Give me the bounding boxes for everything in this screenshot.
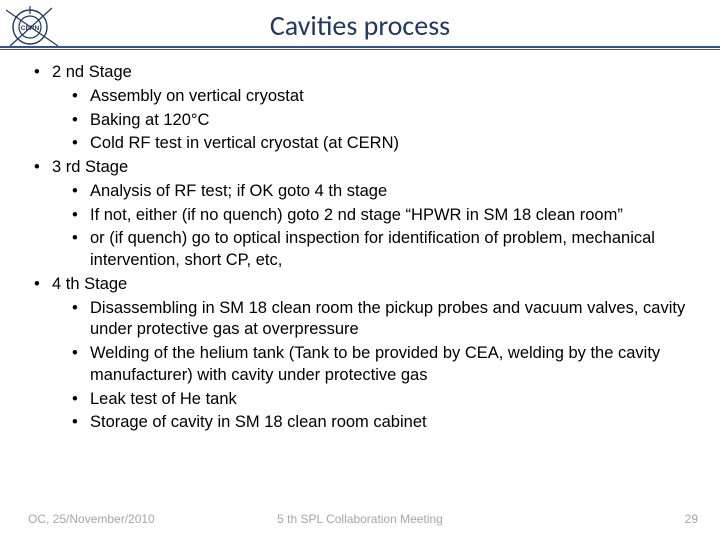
list-item: Storage of cavity in SM 18 clean room ca…: [52, 412, 694, 434]
title-underline: [0, 46, 720, 49]
bullet-text: 3 rd Stage: [52, 158, 128, 176]
page-number: 29: [685, 512, 698, 526]
list-item: 3 rd Stage Analysis of RF test; if OK go…: [34, 157, 694, 272]
title-wrap: Cavities process: [0, 8, 720, 43]
list-item: If not, either (if no quench) goto 2 nd …: [52, 205, 694, 227]
list-item: Assembly on vertical cryostat: [52, 86, 694, 108]
bullet-text: Baking at 120°C: [90, 111, 209, 129]
content-area: 2 nd Stage Assembly on vertical cryostat…: [34, 62, 694, 436]
bullet-text: If not, either (if no quench) goto 2 nd …: [90, 206, 623, 224]
bullet-text: 4 th Stage: [52, 275, 127, 293]
bullet-text: Welding of the helium tank (Tank to be p…: [90, 344, 660, 384]
slide-title: Cavities process: [270, 8, 450, 43]
slide: CERN Cavities process 2 nd Stage Assembl…: [0, 0, 720, 540]
bullet-text: Leak test of He tank: [90, 390, 237, 408]
bullet-text: Storage of cavity in SM 18 clean room ca…: [90, 413, 427, 431]
bullet-text: 2 nd Stage: [52, 63, 132, 81]
bullet-text: or (if quench) go to optical inspection …: [90, 229, 655, 269]
bullet-text: Analysis of RF test; if OK goto 4 th sta…: [90, 182, 387, 200]
list-item: 2 nd Stage Assembly on vertical cryostat…: [34, 62, 694, 155]
list-item: Analysis of RF test; if OK goto 4 th sta…: [52, 181, 694, 203]
list-item: 4 th Stage Disassembling in SM 18 clean …: [34, 274, 694, 434]
list-item: Baking at 120°C: [52, 110, 694, 132]
bullet-list: 2 nd Stage Assembly on vertical cryostat…: [34, 62, 694, 434]
footer-meeting: 5 th SPL Collaboration Meeting: [0, 512, 720, 526]
list-item: or (if quench) go to optical inspection …: [52, 228, 694, 272]
bullet-text: Assembly on vertical cryostat: [90, 87, 304, 105]
bullet-text: Cold RF test in vertical cryostat (at CE…: [90, 134, 399, 152]
list-item: Disassembling in SM 18 clean room the pi…: [52, 298, 694, 342]
list-item: Cold RF test in vertical cryostat (at CE…: [52, 133, 694, 155]
bullet-text: Disassembling in SM 18 clean room the pi…: [90, 299, 685, 339]
list-item: Leak test of He tank: [52, 389, 694, 411]
list-item: Welding of the helium tank (Tank to be p…: [52, 343, 694, 387]
